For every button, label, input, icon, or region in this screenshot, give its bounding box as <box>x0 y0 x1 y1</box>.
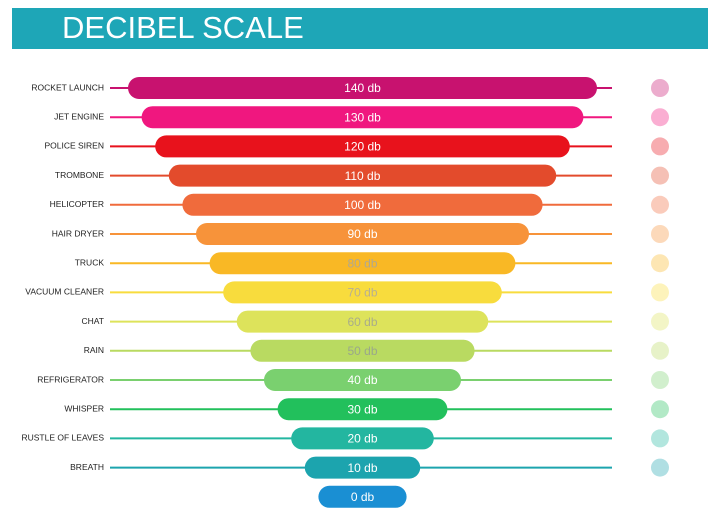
icon <box>651 400 669 419</box>
level-text: 140 db <box>344 81 381 95</box>
icon <box>651 458 669 477</box>
level-bar <box>318 485 407 508</box>
level-bar <box>250 339 475 362</box>
row-label: WHISPER <box>64 403 104 413</box>
level-text: 110 db <box>345 169 381 183</box>
icon <box>651 312 669 331</box>
scale-rows: ROCKET LAUNCH 140 db JET ENGINE 130 db POLIC… <box>21 77 669 508</box>
icon <box>651 341 669 360</box>
row-label: TROMBONE <box>55 170 104 180</box>
level-text: 30 db <box>347 402 377 416</box>
level-text: 80 db <box>347 256 377 270</box>
row-label: CHAT <box>81 316 104 326</box>
row-label: POLICE SIREN <box>44 141 104 151</box>
level-text: 20 db <box>347 432 377 446</box>
row-label: TRUCK <box>75 257 105 267</box>
level-text: 120 db <box>344 140 381 154</box>
row-label: JET ENGINE <box>54 111 104 121</box>
level-bar <box>264 369 461 391</box>
icon <box>651 108 669 127</box>
row-label: BREATH <box>70 462 104 472</box>
level-text: 10 db <box>347 461 377 475</box>
title: DECIBEL SCALE <box>62 10 304 45</box>
level-text: 90 db <box>347 227 377 241</box>
level-bar <box>277 398 448 421</box>
level-bar <box>223 281 502 304</box>
row-label: REFRIGERATOR <box>37 374 104 384</box>
level-bar <box>141 106 584 129</box>
level-bar <box>291 427 434 450</box>
icon <box>651 137 669 156</box>
level-text: 130 db <box>344 110 381 124</box>
title-banner <box>12 8 708 49</box>
icon <box>651 166 669 185</box>
icon <box>651 225 669 243</box>
level-bar <box>128 77 597 99</box>
level-text: 50 db <box>347 344 377 358</box>
icon <box>651 371 669 389</box>
level-text: 70 db <box>347 286 377 300</box>
icon <box>651 254 669 273</box>
icon <box>651 283 669 302</box>
level-bar <box>182 193 543 216</box>
level-text: 60 db <box>347 315 377 329</box>
level-text: 40 db <box>347 373 377 387</box>
level-bar <box>155 135 570 158</box>
level-bar <box>209 252 516 275</box>
level-bar <box>168 164 557 187</box>
icon <box>651 195 669 214</box>
row-label: HAIR DRYER <box>52 228 104 238</box>
level-text: 100 db <box>344 198 381 212</box>
row-label: RAIN <box>84 345 104 355</box>
level-bar <box>236 310 489 333</box>
row-label: ROCKET LAUNCH <box>31 82 104 92</box>
row-label: RUSTLE OF LEAVES <box>21 433 104 443</box>
level-text: 0 db <box>351 490 375 504</box>
row-label: VACUUM CLEANER <box>25 287 104 297</box>
level-bar <box>196 223 529 245</box>
icon <box>651 429 669 448</box>
level-bar <box>304 456 421 479</box>
row-label: HELICOPTER <box>50 199 104 209</box>
icon <box>651 79 669 97</box>
